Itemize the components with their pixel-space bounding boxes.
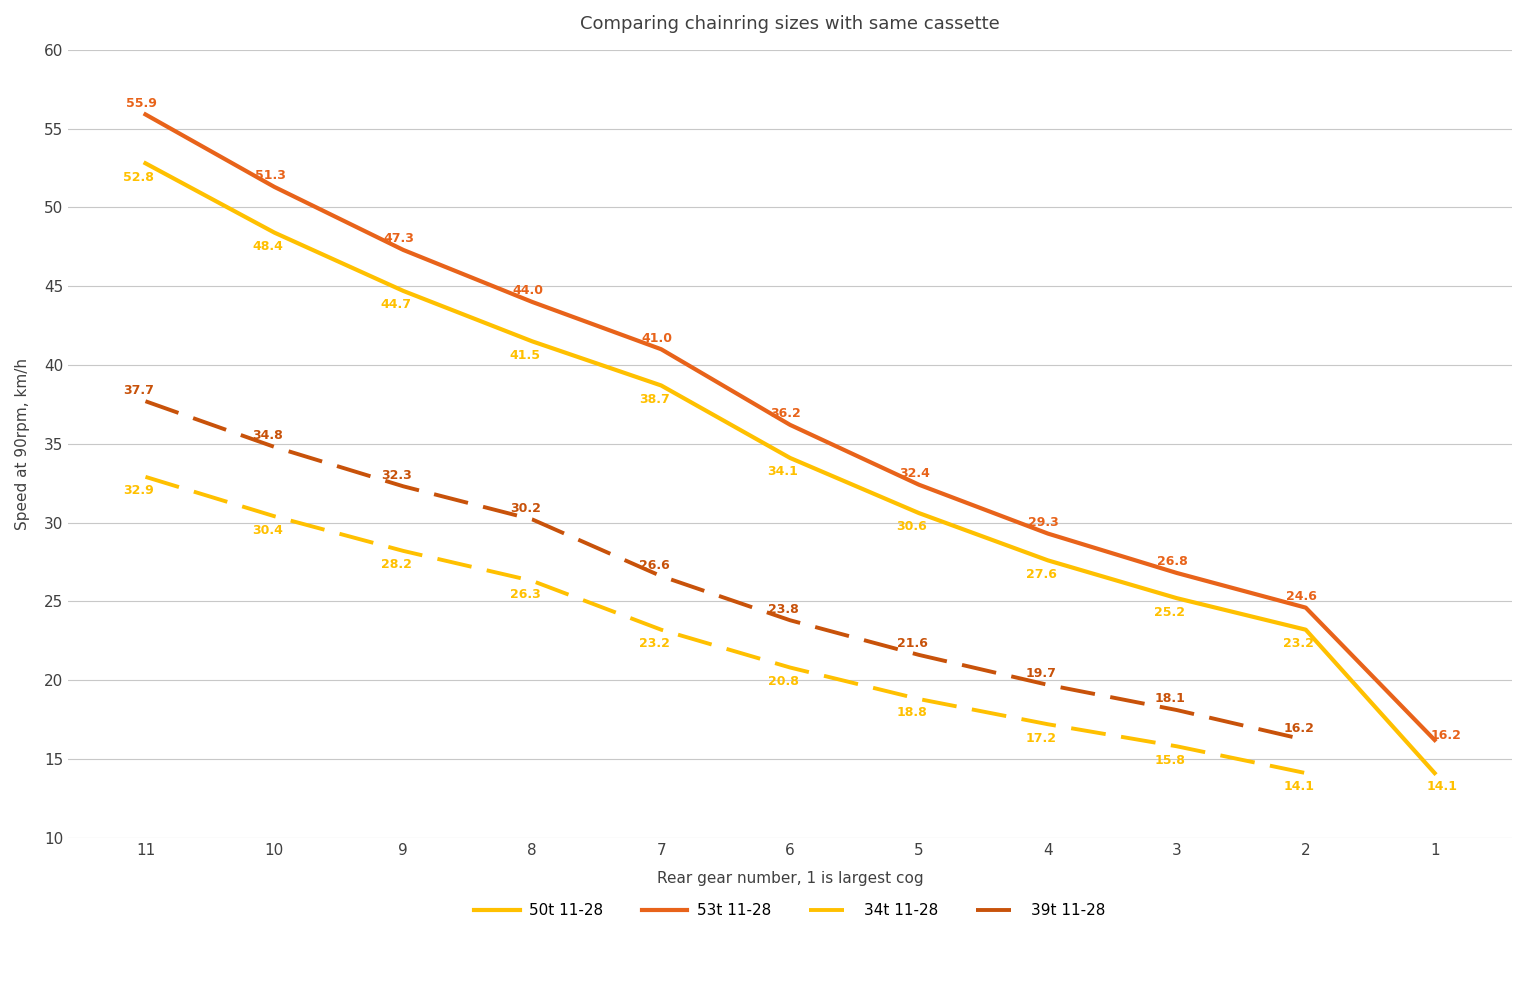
Text: 18.1: 18.1 (1154, 693, 1185, 706)
Text: 15.8: 15.8 (1154, 754, 1185, 767)
Text: 14.1: 14.1 (1283, 781, 1315, 794)
Text: 28.2: 28.2 (380, 558, 412, 571)
Text: 38.7: 38.7 (638, 393, 669, 406)
Text: 30.4: 30.4 (252, 523, 282, 536)
Text: 16.2: 16.2 (1283, 723, 1315, 736)
Text: 32.3: 32.3 (382, 469, 412, 482)
Title: Comparing chainring sizes with same cassette: Comparing chainring sizes with same cass… (580, 15, 1000, 33)
Text: 24.6: 24.6 (1286, 590, 1316, 603)
Text: 32.9: 32.9 (124, 485, 154, 498)
Text: 26.8: 26.8 (1157, 555, 1188, 568)
Text: 16.2: 16.2 (1431, 730, 1461, 743)
Y-axis label: Speed at 90rpm, km/h: Speed at 90rpm, km/h (15, 358, 31, 529)
Text: 18.8: 18.8 (896, 707, 927, 720)
Text: 23.2: 23.2 (1283, 637, 1315, 650)
Text: 47.3: 47.3 (383, 232, 415, 245)
Text: 29.3: 29.3 (1028, 516, 1060, 529)
Text: 30.6: 30.6 (896, 520, 927, 533)
X-axis label: Rear gear number, 1 is largest cog: Rear gear number, 1 is largest cog (657, 871, 924, 886)
Text: 51.3: 51.3 (255, 169, 286, 182)
Text: 34.8: 34.8 (252, 430, 282, 443)
Text: 25.2: 25.2 (1154, 605, 1185, 618)
Text: 30.2: 30.2 (510, 501, 541, 514)
Text: 23.8: 23.8 (768, 602, 799, 615)
Text: 48.4: 48.4 (252, 240, 282, 253)
Text: 44.0: 44.0 (513, 284, 544, 297)
Text: 37.7: 37.7 (124, 384, 154, 397)
Text: 52.8: 52.8 (124, 170, 154, 183)
Text: 34.1: 34.1 (768, 466, 799, 479)
Text: 19.7: 19.7 (1026, 667, 1057, 680)
Text: 20.8: 20.8 (768, 675, 799, 688)
Text: 26.6: 26.6 (638, 558, 669, 571)
Text: 41.0: 41.0 (641, 332, 672, 345)
Text: 41.5: 41.5 (510, 349, 541, 362)
Text: 55.9: 55.9 (125, 97, 157, 110)
Legend: 50t 11-28, 53t 11-28, 34t 11-28, 39t 11-28: 50t 11-28, 53t 11-28, 34t 11-28, 39t 11-… (469, 897, 1112, 924)
Text: 26.3: 26.3 (510, 588, 541, 601)
Text: 14.1: 14.1 (1426, 781, 1457, 794)
Text: 21.6: 21.6 (896, 637, 927, 650)
Text: 23.2: 23.2 (638, 637, 670, 650)
Text: 36.2: 36.2 (771, 407, 802, 421)
Text: 27.6: 27.6 (1026, 567, 1057, 581)
Text: 17.2: 17.2 (1026, 732, 1057, 745)
Text: 44.7: 44.7 (380, 298, 412, 311)
Text: 32.4: 32.4 (899, 468, 930, 481)
